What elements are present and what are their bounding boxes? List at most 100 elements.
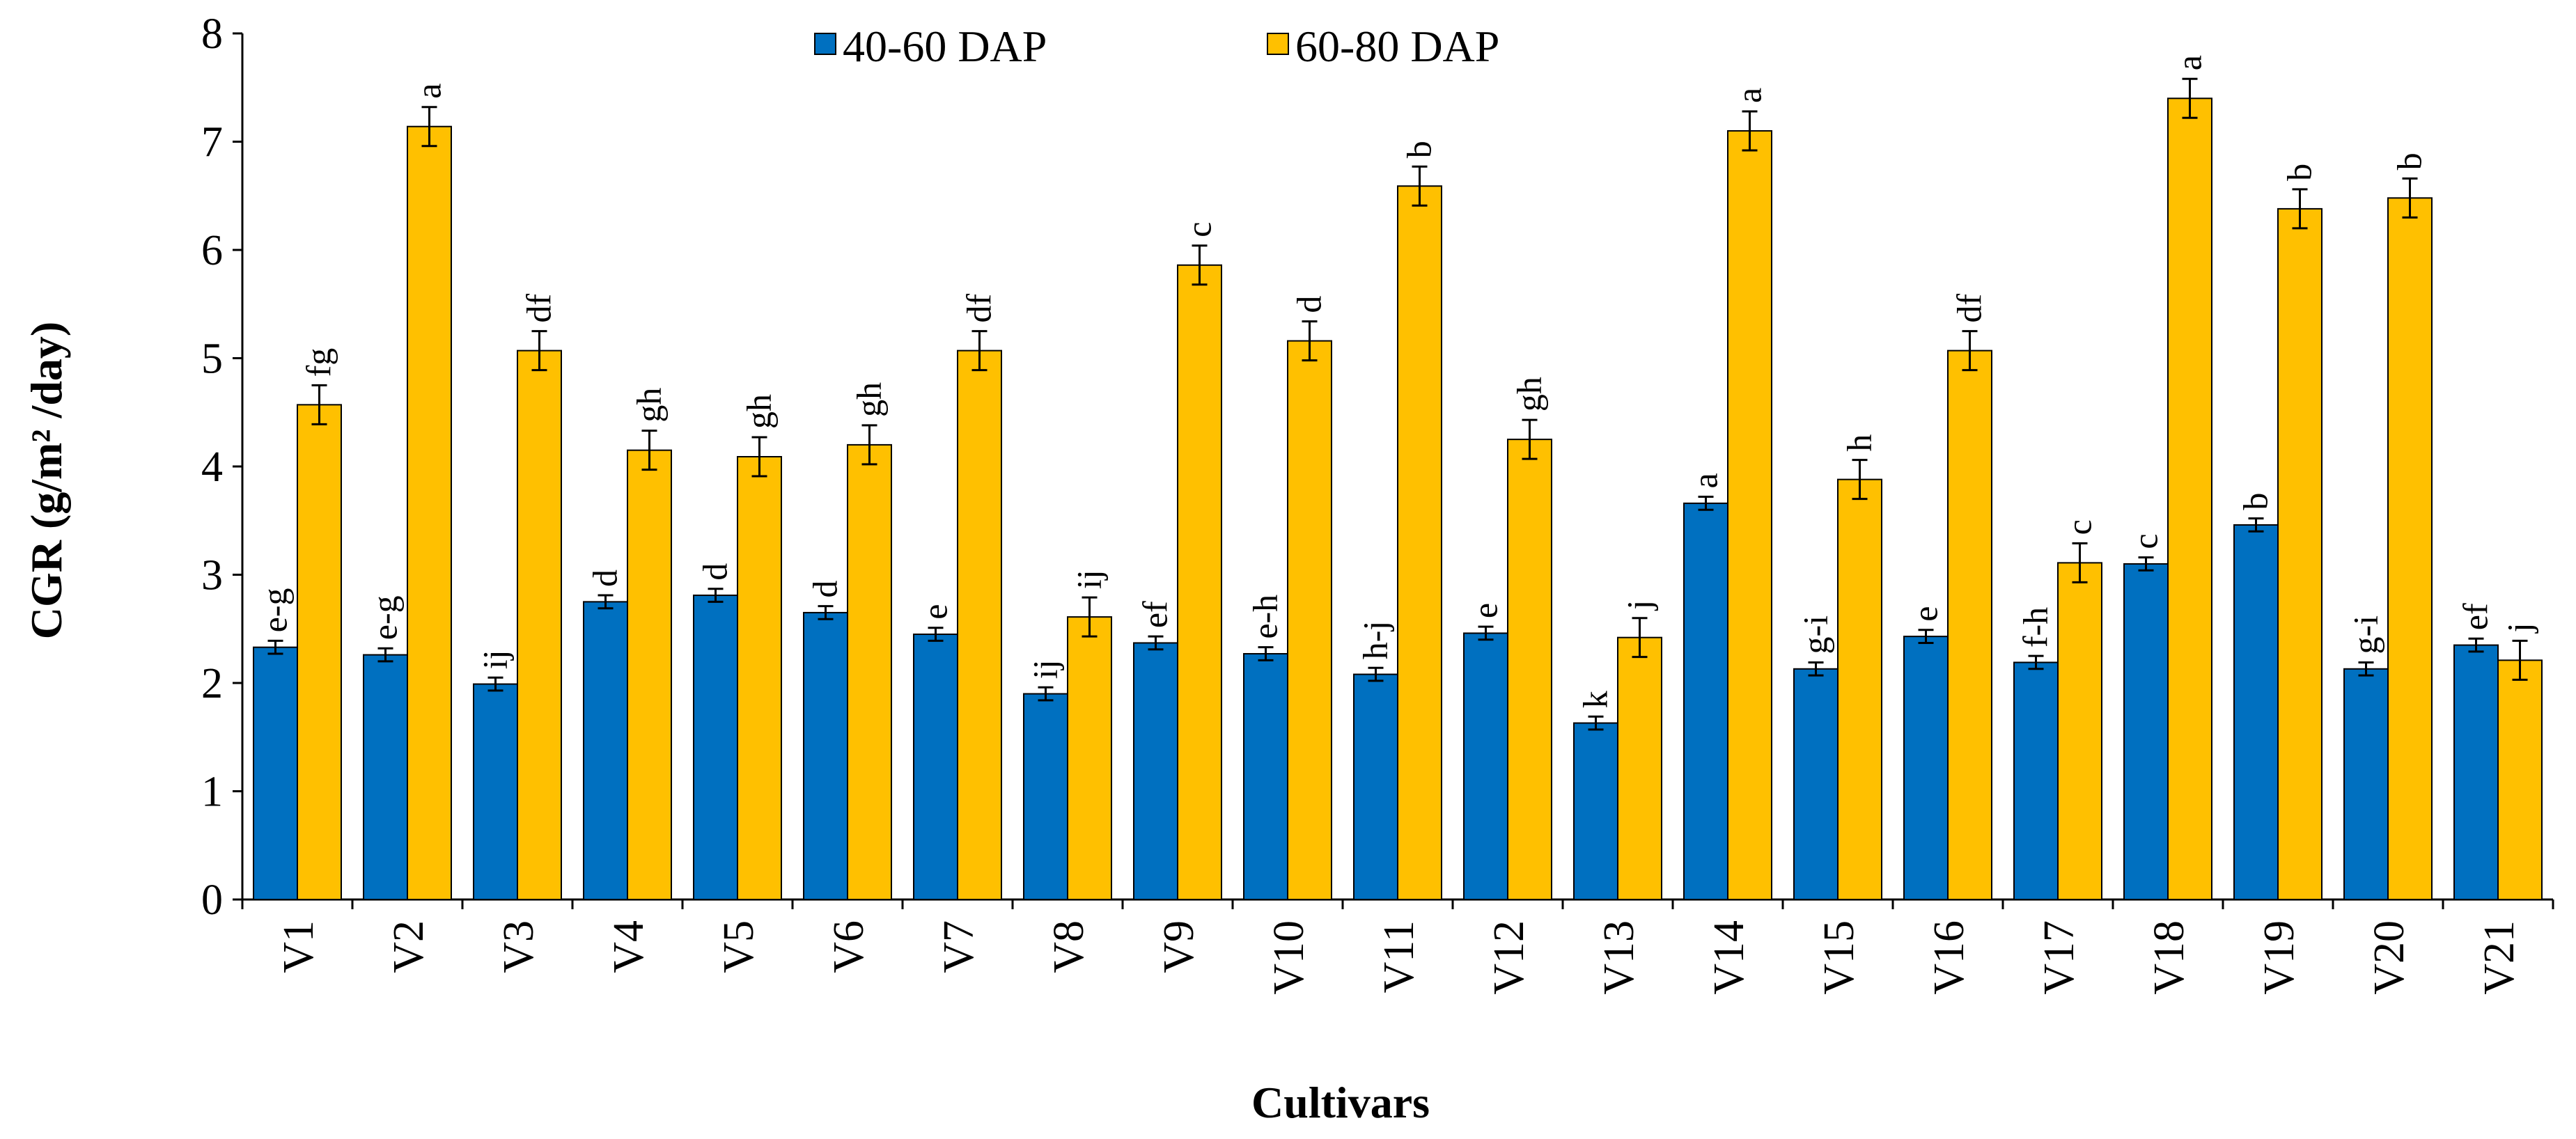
significance-label: k — [1576, 691, 1615, 708]
significance-label: c — [1180, 222, 1219, 237]
x-tick-label: V18 — [2146, 920, 2193, 995]
significance-label: ef — [1136, 601, 1175, 628]
significance-label: h-j — [1356, 621, 1395, 660]
x-tick-label: V17 — [2036, 920, 2083, 995]
bar-40-60-v10 — [1243, 653, 1288, 900]
x-tick-label: V4 — [605, 920, 653, 973]
significance-label: g-i — [2346, 615, 2385, 654]
significance-label: a — [409, 84, 448, 99]
significance-label: gh — [740, 394, 779, 429]
y-tick-label: 5 — [201, 336, 223, 383]
bar-60-80-v11 — [1397, 185, 1442, 900]
x-tick-label: V6 — [825, 920, 873, 973]
significance-label: b — [2390, 152, 2429, 170]
bar-40-60-v8 — [1023, 693, 1068, 900]
y-tick-label: 0 — [201, 877, 223, 924]
x-tick-label: V15 — [1816, 920, 1863, 995]
significance-label: e — [1906, 606, 1945, 622]
bar-40-60-v15 — [1793, 668, 1839, 900]
significance-label: d — [806, 581, 845, 598]
bar-40-60-v1 — [253, 646, 298, 900]
x-tick-label: V10 — [1265, 920, 1313, 995]
significance-label: g-i — [1796, 615, 1835, 654]
significance-label: ij — [1026, 659, 1065, 679]
significance-label: df — [1950, 294, 1989, 323]
bar-60-80-v6 — [847, 443, 892, 900]
significance-label: b — [1400, 141, 1439, 158]
x-tick-label: V13 — [1595, 920, 1643, 995]
significance-label: e-g — [256, 588, 295, 633]
significance-label: gh — [1510, 377, 1549, 411]
significance-label: a — [1730, 88, 1769, 103]
significance-label: j — [2500, 622, 2539, 634]
bar-60-80-v15 — [1837, 478, 1882, 900]
x-tick-label: V5 — [715, 920, 763, 973]
bar-60-80-v12 — [1507, 439, 1552, 900]
x-tick-label: V14 — [1705, 920, 1753, 995]
significance-label: d — [696, 563, 735, 581]
significance-label: c — [2126, 533, 2165, 549]
x-tick-label: V2 — [385, 920, 432, 973]
bar-60-80-v17 — [2057, 562, 2102, 901]
x-tick-label: V1 — [275, 920, 322, 973]
bar-40-60-v7 — [913, 634, 958, 901]
significance-label: c — [2060, 519, 2099, 535]
significance-label: e — [1466, 603, 1505, 618]
x-tick-label: V8 — [1045, 920, 1093, 973]
y-tick-label: 6 — [201, 227, 223, 274]
x-tick-label: V16 — [1926, 920, 1973, 995]
bar-60-80-v7 — [957, 349, 1002, 900]
significance-label: b — [2236, 493, 2275, 510]
x-tick-label: V3 — [495, 920, 542, 973]
bar-40-60-v21 — [2453, 644, 2499, 900]
bar-40-60-v16 — [1903, 636, 1949, 900]
bar-60-80-v5 — [737, 456, 782, 900]
significance-label: fg — [299, 348, 338, 377]
significance-label: df — [960, 294, 999, 323]
bar-60-80-v13 — [1617, 636, 1662, 900]
bar-40-60-v14 — [1683, 502, 1728, 900]
significance-label: gh — [630, 388, 669, 423]
bar-40-60-v18 — [2123, 563, 2169, 900]
bar-60-80-v19 — [2277, 207, 2323, 901]
bar-40-60-v6 — [803, 611, 848, 900]
y-tick-label: 1 — [201, 769, 223, 816]
bar-40-60-v3 — [473, 683, 518, 900]
legend-label-60-80-dap: 60-80 DAP — [1295, 22, 1499, 71]
significance-label: b — [2280, 164, 2319, 181]
bar-40-60-v4 — [583, 601, 628, 900]
significance-label: df — [520, 294, 559, 323]
bar-40-60-v20 — [2343, 668, 2389, 900]
bar-40-60-v17 — [2013, 661, 2059, 901]
x-tick-label: V12 — [1485, 920, 1533, 995]
x-axis-title: Cultivars — [1251, 1078, 1430, 1127]
significance-label: d — [1290, 296, 1329, 313]
significance-label: h — [1840, 434, 1879, 452]
significance-label: d — [586, 570, 625, 587]
bar-60-80-v16 — [1947, 349, 1992, 900]
y-tick-label: 8 — [201, 10, 223, 58]
significance-label: e-h — [1246, 595, 1285, 639]
legend-swatch-40-60-dap — [814, 33, 836, 55]
significance-label: gh — [850, 382, 889, 417]
x-tick-label: V21 — [2476, 920, 2523, 995]
significance-label: ij — [476, 650, 515, 669]
bar-40-60-v12 — [1463, 632, 1508, 900]
legend: 40-60 DAP 60-80 DAP — [814, 22, 1499, 71]
plot-area: 0 1 2 3 4 5 6 7 8 e-g fg V1 e-g a V2 ij df V3 d gh V4 d gh V5 d g… — [201, 10, 2554, 995]
bar-60-80-v20 — [2387, 197, 2433, 900]
bar-60-80-v3 — [517, 349, 562, 900]
bar-60-80-v18 — [2167, 97, 2212, 900]
y-tick-label: 3 — [201, 552, 223, 599]
significance-label: f-h — [2016, 607, 2055, 647]
significance-label: j — [1620, 600, 1659, 611]
bar-40-60-v2 — [363, 654, 408, 900]
significance-label: a — [1686, 473, 1725, 488]
bar-40-60-v13 — [1573, 722, 1618, 901]
bar-40-60-v9 — [1133, 642, 1178, 901]
y-axis-title: CGR (g/m² /day) — [22, 322, 71, 640]
significance-label: ef — [2456, 603, 2495, 630]
x-tick-label: V7 — [935, 920, 983, 973]
bar-60-80-v2 — [407, 125, 452, 901]
y-tick-label: 4 — [201, 443, 223, 491]
